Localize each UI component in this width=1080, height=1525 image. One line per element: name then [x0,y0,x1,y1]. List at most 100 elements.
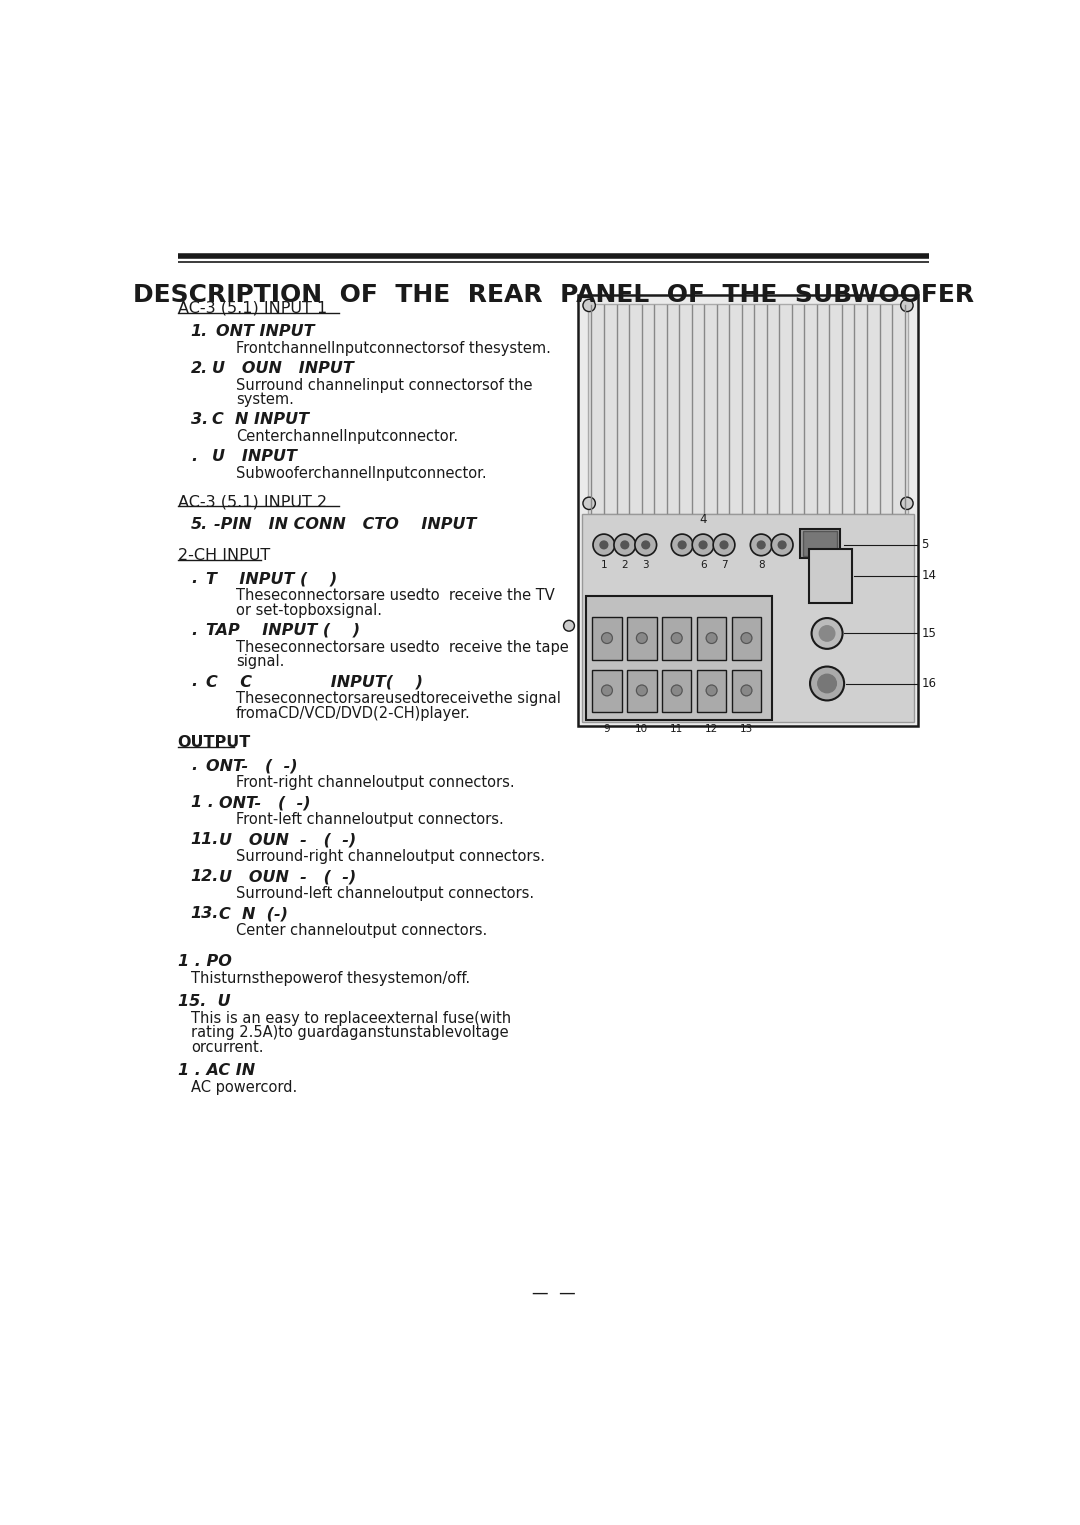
Text: 1 .: 1 . [191,795,214,810]
Circle shape [602,685,612,695]
Text: AC powercord.: AC powercord. [191,1080,297,1095]
Bar [697,618,727,660]
Circle shape [818,674,836,692]
Text: SubwooferchannelInputconnector.: SubwooferchannelInputconnector. [235,467,486,482]
Text: .: . [191,450,197,465]
Circle shape [720,541,728,549]
Text: C  N INPUT: C N INPUT [213,412,310,427]
Bar [804,531,837,555]
Text: 2-CH INPUT: 2-CH INPUT [177,547,270,563]
Circle shape [692,534,714,555]
Text: Surround-left channeloutput connectors.: Surround-left channeloutput connectors. [235,886,534,901]
Bar [809,549,852,602]
Circle shape [672,685,683,695]
Text: 3.: 3. [191,412,208,427]
Text: U   OUN  -   (  -): U OUN - ( -) [218,833,356,846]
Text: 11: 11 [670,724,684,735]
Text: Theseconnectorsare usedto  receive the TV: Theseconnectorsare usedto receive the TV [235,589,554,602]
Text: 13.: 13. [191,906,219,921]
Circle shape [593,534,615,555]
Text: system.: system. [235,392,294,407]
Text: 1 . PO: 1 . PO [177,953,231,968]
Text: Center channeloutput connectors.: Center channeloutput connectors. [235,923,487,938]
Text: 14: 14 [921,569,936,583]
Text: AC-3 (5.1) INPUT 1: AC-3 (5.1) INPUT 1 [177,300,327,316]
Text: 5: 5 [921,538,929,552]
Text: Surround channelinput connectorsof the: Surround channelinput connectorsof the [235,378,532,393]
Text: .: . [191,622,197,637]
Text: orcurrent.: orcurrent. [191,1040,264,1055]
Circle shape [810,666,845,700]
Text: 2: 2 [621,560,629,570]
Bar [662,669,691,712]
Text: .: . [191,758,197,773]
Circle shape [820,625,835,640]
Text: Thisturnsthepowerof thesystemon/off.: Thisturnsthepowerof thesystemon/off. [191,971,470,985]
Circle shape [636,633,647,644]
Text: 8: 8 [758,560,765,570]
Text: 10: 10 [635,724,648,735]
Bar [592,618,622,660]
Text: 2.: 2. [191,361,208,375]
Bar [627,618,657,660]
Text: CenterchannelInputconnector.: CenterchannelInputconnector. [235,430,458,444]
Text: or set-topboxsignal.: or set-topboxsignal. [235,602,381,618]
Bar [800,529,840,558]
Circle shape [602,633,612,644]
Text: 6: 6 [700,560,706,570]
Text: T    INPUT (    ): T INPUT ( ) [206,570,338,586]
Text: 1 . AC IN: 1 . AC IN [177,1063,255,1078]
Text: FrontchannelInputconnectorsof thesystem.: FrontchannelInputconnectorsof thesystem. [235,342,551,355]
Text: Front-right channeloutput connectors.: Front-right channeloutput connectors. [235,775,514,790]
Circle shape [672,534,693,555]
Circle shape [811,618,842,648]
Circle shape [678,541,686,549]
Text: Theseconnectorsareusedtoreceivethe signal: Theseconnectorsareusedtoreceivethe signa… [235,691,561,706]
Circle shape [901,299,913,311]
Text: 9: 9 [604,724,610,735]
Circle shape [564,621,575,631]
Bar [732,669,761,712]
Circle shape [779,541,786,549]
Text: AC-3 (5.1) INPUT 2: AC-3 (5.1) INPUT 2 [177,494,327,509]
Text: U   INPUT: U INPUT [213,450,297,465]
Text: 4: 4 [700,512,706,526]
Bar [592,669,622,712]
Text: 15.  U: 15. U [177,994,230,1010]
Text: .: . [191,570,197,586]
Text: ONT-   (  -): ONT- ( -) [218,795,310,810]
Circle shape [583,299,595,311]
Text: ONT INPUT: ONT INPUT [216,323,315,339]
Text: This is an easy to replaceexternal fuse(with: This is an easy to replaceexternal fuse(… [191,1011,511,1026]
Text: C    C              INPUT(    ): C C INPUT( ) [206,674,423,689]
Text: C  N  (-): C N (-) [218,906,287,921]
Bar [582,514,914,721]
Text: 13: 13 [740,724,753,735]
Circle shape [636,685,647,695]
Text: Front-left channeloutput connectors.: Front-left channeloutput connectors. [235,813,503,827]
Text: U   OUN   INPUT: U OUN INPUT [213,361,354,375]
Circle shape [613,534,636,555]
Circle shape [699,541,707,549]
Text: 11.: 11. [191,833,219,846]
Text: 15: 15 [921,627,936,640]
Text: —  —: — — [531,1284,576,1302]
Text: Surround-right channeloutput connectors.: Surround-right channeloutput connectors. [235,849,544,865]
Circle shape [751,534,772,555]
Text: 5.: 5. [191,517,208,532]
Circle shape [706,633,717,644]
Circle shape [771,534,793,555]
Text: -PIN   IN CONN   CTO    INPUT: -PIN IN CONN CTO INPUT [214,517,476,532]
Text: fromaCD/VCD/DVD(2-CH)player.: fromaCD/VCD/DVD(2-CH)player. [235,706,471,721]
Bar [586,596,772,720]
Bar [697,669,727,712]
Text: 12.: 12. [191,869,219,884]
Text: OUTPUT: OUTPUT [177,735,251,750]
Text: signal.: signal. [235,654,284,669]
Bar [578,294,918,726]
Circle shape [741,633,752,644]
Text: .: . [191,674,197,689]
Bar [627,669,657,712]
Text: rating 2.5A)to guardaganstunstablevoltage: rating 2.5A)to guardaganstunstablevoltag… [191,1025,509,1040]
Circle shape [706,685,717,695]
